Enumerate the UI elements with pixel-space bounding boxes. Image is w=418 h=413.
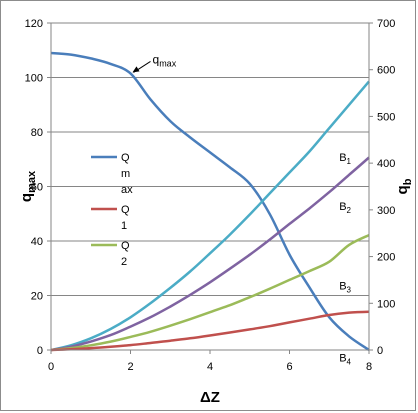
legend-label: 2 [121, 256, 127, 268]
y-right-tick-label: 200 [377, 252, 395, 264]
y-right-axis-title: qb [394, 178, 414, 194]
y-right-tick-label: 600 [377, 65, 395, 77]
legend-label: m [121, 168, 130, 180]
series-line-1 [50, 51, 370, 352]
annotation-label: B4 [339, 353, 351, 367]
annotation-arrowhead [132, 66, 140, 73]
axis-titles: ΔZ qmax qb [18, 170, 414, 406]
y-right-tick-label: 300 [377, 205, 395, 217]
axes [47, 22, 373, 354]
annotation-label: qmax [153, 52, 177, 68]
series-line-2 [50, 80, 370, 352]
legend-label: 1 [121, 220, 127, 232]
tick-labels: 0 2 4 6 802040608010012001002003004005006007… [25, 18, 396, 373]
series-lines [50, 51, 370, 352]
legend-label: Q [121, 152, 130, 164]
y-left-tick-label: 120 [25, 18, 43, 30]
x-tick-label: 6 [286, 361, 292, 373]
y-left-tick-label: 20 [31, 291, 43, 303]
y-right-tick-label: 0 [377, 345, 383, 357]
legend: Qm ax Q 1 Q 2 [91, 152, 133, 268]
annotation-label: B2 [339, 201, 351, 215]
x-axis-title: ΔZ [200, 389, 220, 406]
annotation-label: B3 [339, 280, 351, 294]
x-tick-label: 4 [207, 361, 213, 373]
x-tick-label: 8 [366, 361, 372, 373]
annotations: qmax B1 B2 B3 B4 [132, 52, 352, 367]
y-left-tick-label: 100 [25, 73, 43, 85]
y-left-tick-label: 60 [31, 182, 43, 194]
y-right-tick-label: 700 [377, 18, 395, 30]
x-tick-label: 2 [127, 361, 133, 373]
series-line-4 [50, 233, 370, 352]
annotation-label: B1 [339, 152, 351, 166]
y-left-tick-label: 0 [37, 345, 43, 357]
y-left-axis-title: qmax [18, 170, 38, 202]
legend-label: Q [121, 204, 130, 216]
y-right-tick-label: 100 [377, 298, 395, 310]
legend-label: Q [121, 240, 130, 252]
y-right-tick-label: 400 [377, 158, 395, 170]
grid-lines [51, 22, 369, 351]
series-line-5 [50, 310, 370, 352]
y-left-tick-label: 40 [31, 236, 43, 248]
x-tick-label: 0 [48, 361, 54, 373]
legend-label: ax [121, 184, 133, 196]
y-right-tick-label: 500 [377, 111, 395, 123]
y-left-tick-label: 80 [31, 127, 43, 139]
series-line-3 [50, 156, 370, 352]
